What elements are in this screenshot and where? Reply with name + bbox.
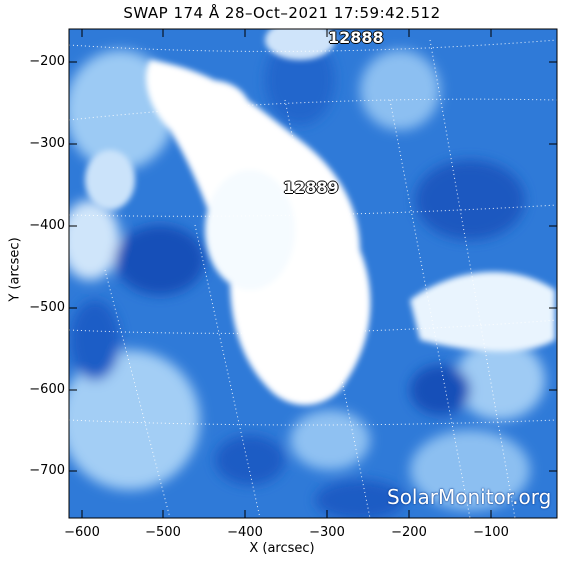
x-tick-label: −300	[309, 525, 345, 540]
y-axis-ticks	[69, 61, 557, 472]
figure-title: SWAP 174 Å 28–Oct–2021 17:59:42.512	[123, 4, 441, 22]
y-axis-label: Y (arcsec)	[7, 237, 23, 302]
x-axis-label: X (arcsec)	[249, 541, 315, 556]
x-axis-ticks	[81, 29, 492, 518]
plot-frame	[68, 28, 558, 519]
x-tick-label: −400	[227, 525, 263, 540]
x-tick-label: −500	[145, 525, 181, 540]
y-tick-label: −300	[29, 136, 65, 151]
x-tick-label: −100	[473, 525, 509, 540]
y-tick-label: −500	[29, 300, 65, 315]
region-label-12889: 12889	[283, 178, 339, 197]
x-tick-label: −600	[64, 525, 100, 540]
solar-image	[69, 29, 557, 518]
watermark-logo: SolarMonitor.org	[387, 485, 552, 509]
x-tick-label: −200	[391, 525, 427, 540]
y-tick-label: −400	[29, 218, 65, 233]
region-label-12888: 12888	[328, 28, 384, 47]
coordinate-grid	[69, 39, 557, 518]
y-tick-label: −200	[29, 54, 65, 69]
y-tick-label: −600	[29, 382, 65, 397]
y-tick-label: −700	[29, 463, 65, 478]
